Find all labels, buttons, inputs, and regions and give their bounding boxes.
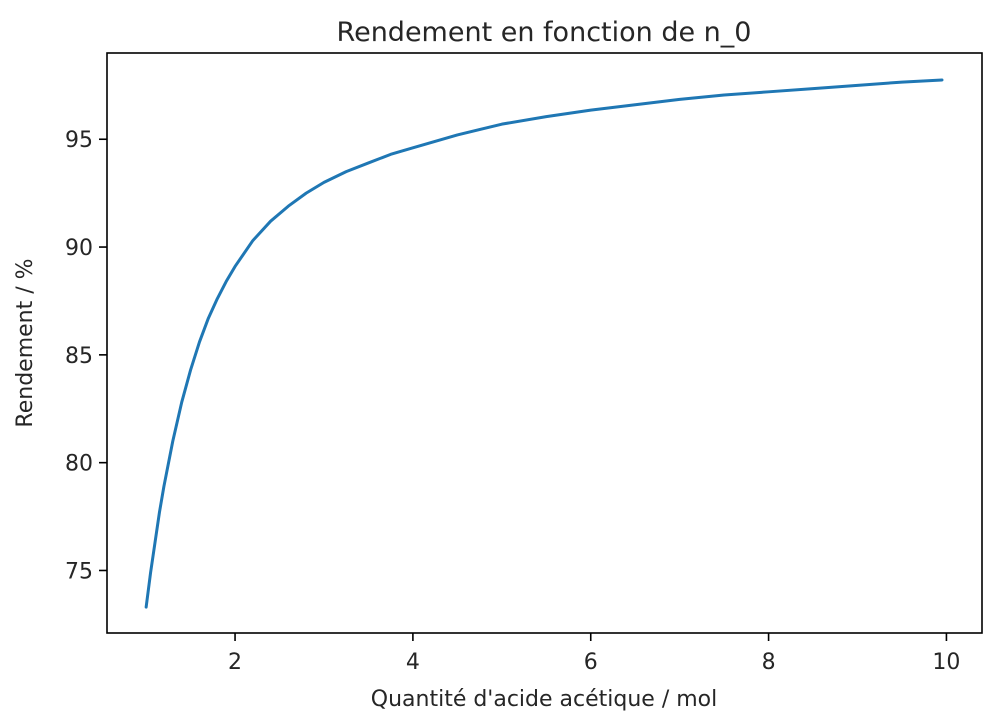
y-tick-label: 80: [65, 452, 93, 477]
y-tick-label: 75: [65, 559, 93, 584]
series-layer: [144, 78, 944, 609]
x-tick-label: 10: [932, 650, 960, 675]
x-axis-title: Quantité d'acide acétique / mol: [371, 687, 717, 712]
ticks-layer: 2 4 6 8 10 75 80 85 90 95: [65, 128, 960, 675]
y-tick-label: 85: [65, 344, 93, 369]
y-axis-title: Rendement / %: [13, 258, 38, 427]
chart-title: Rendement en fonction de n_0: [337, 17, 752, 48]
y-tick-label: 95: [65, 128, 93, 153]
y-tick-label: 90: [65, 236, 93, 261]
x-tick-label: 8: [762, 650, 776, 675]
x-tick-label: 2: [228, 650, 242, 675]
axes-frame: [106, 52, 983, 634]
x-tick-label: 6: [584, 650, 598, 675]
x-tick-label: 4: [406, 650, 420, 675]
series-line-0: [144, 78, 944, 609]
